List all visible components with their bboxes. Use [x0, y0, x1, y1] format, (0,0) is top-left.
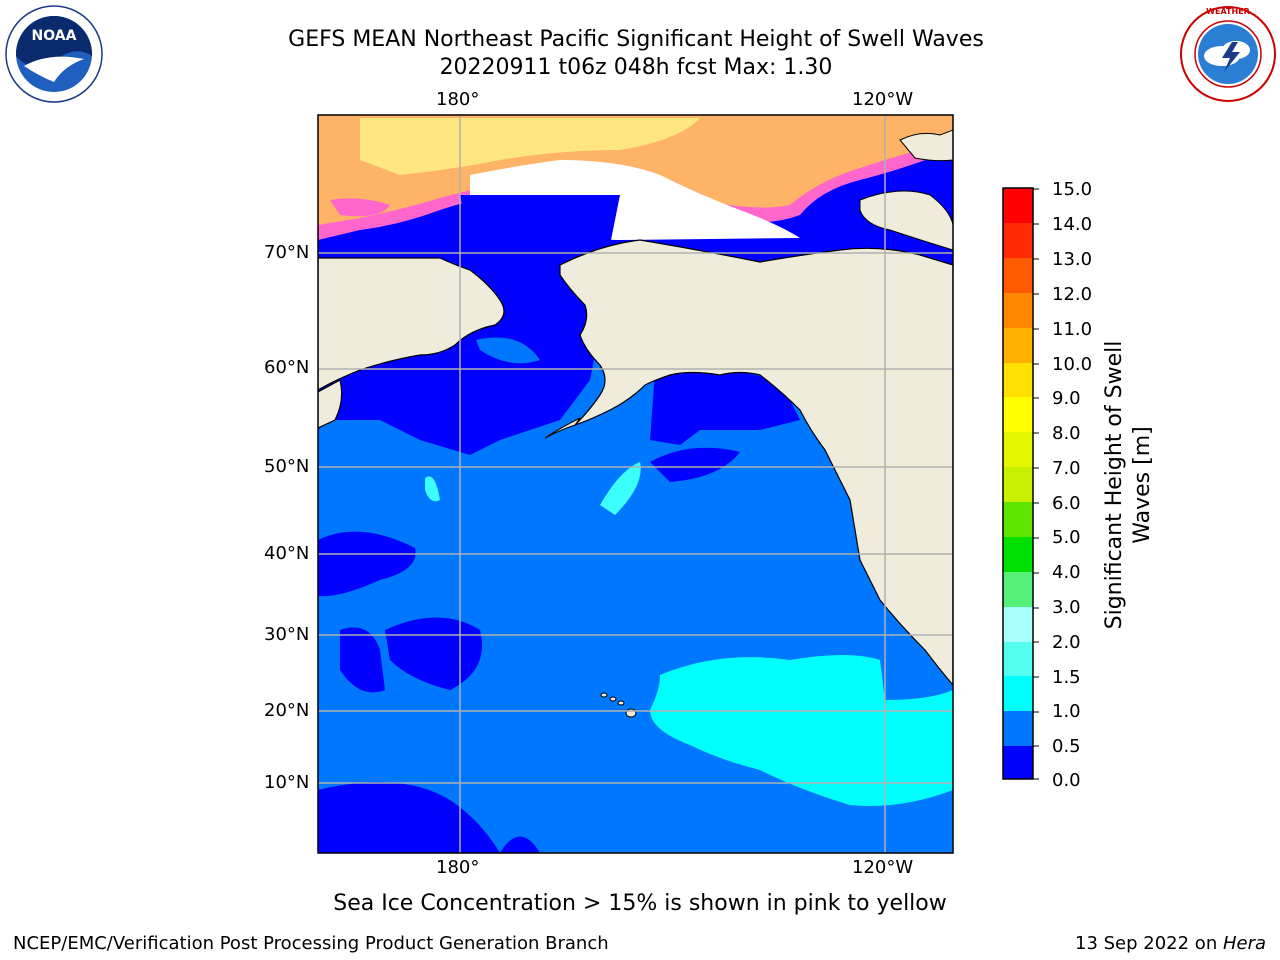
pacific-patch-2 [318, 531, 416, 597]
cb-tick-1: 1.0 [1052, 701, 1081, 722]
cb-tick-9: 9.0 [1052, 388, 1081, 409]
land-kamchatka [318, 379, 343, 429]
chart-subtitle: 20220911 t06z 048h fcst Max: 1.30 [439, 55, 833, 80]
lat-label-70n: 70°N [264, 242, 310, 263]
nws-logo: WEATHER [1180, 6, 1276, 102]
lat-label-20n: 20°N [264, 700, 310, 721]
noaa-logo-text: NOAA [32, 28, 77, 44]
graticule [318, 115, 953, 853]
lat-label-40n: 40°N [264, 543, 310, 564]
pacific-patch-3 [340, 627, 385, 693]
cb-tick-1-5: 1.5 [1052, 667, 1081, 688]
sea-ice-yellow [360, 118, 700, 175]
land-alaska-canada [559, 239, 953, 686]
land-siberia [318, 257, 505, 391]
land-arctic-islands [859, 190, 953, 251]
cb-tick-11: 11.0 [1052, 319, 1093, 340]
cb-tick-13: 13.0 [1052, 249, 1093, 270]
cb-tick-14: 14.0 [1052, 214, 1093, 235]
lon-label-top-120w: 120°W [852, 89, 914, 110]
sea-ice-note: Sea Ice Concentration > 15% is shown in … [333, 891, 947, 916]
colorbar-label-line2: Waves [m] [1130, 426, 1155, 544]
cb-tick-3: 3.0 [1052, 597, 1081, 618]
colorbar-ticks [1033, 188, 1039, 780]
cb-tick-5: 5.0 [1052, 527, 1081, 548]
lon-label-top-180: 180° [436, 89, 480, 110]
lat-label-50n: 50°N [264, 456, 310, 477]
noaa-logo: NOAA [5, 5, 103, 103]
cb-tick-8: 8.0 [1052, 423, 1081, 444]
lat-label-60n: 60°N [264, 357, 310, 378]
lon-label-bottom-120w: 120°W [852, 857, 914, 878]
cb-tick-0: 0.0 [1052, 770, 1081, 791]
cb-tick-4: 4.0 [1052, 562, 1081, 583]
lat-label-30n: 30°N [264, 624, 310, 645]
cb-tick-15: 15.0 [1052, 179, 1093, 200]
footer-date: 13 Sep 2022 on Hera [1075, 933, 1266, 954]
cb-tick-12: 12.0 [1052, 284, 1093, 305]
cb-tick-2: 2.0 [1052, 632, 1081, 653]
colorbar-label-line1: Significant Height of Swell [1102, 340, 1127, 630]
colorbar [1002, 187, 1034, 780]
chart-title: GEFS MEAN Northeast Pacific Significant … [288, 27, 984, 52]
cb-tick-7: 7.0 [1052, 458, 1081, 479]
cb-tick-0-5: 0.5 [1052, 736, 1081, 757]
footer-host: Hera [1222, 933, 1266, 954]
map-frame [317, 114, 954, 854]
lat-label-10n: 10°N [264, 772, 310, 793]
gulf-alaska-patch [650, 372, 800, 445]
svg-text:WEATHER: WEATHER [1206, 7, 1250, 16]
cb-tick-6: 6.0 [1052, 493, 1081, 514]
pacific-patch-1 [650, 447, 740, 482]
cb-tick-10: 10.0 [1052, 354, 1093, 375]
pacific-patch-5 [318, 782, 500, 853]
swell-cyan-area [650, 655, 953, 806]
lon-label-bottom-180: 180° [436, 857, 480, 878]
footer-branch: NCEP/EMC/Verification Post Processing Pr… [13, 933, 609, 954]
